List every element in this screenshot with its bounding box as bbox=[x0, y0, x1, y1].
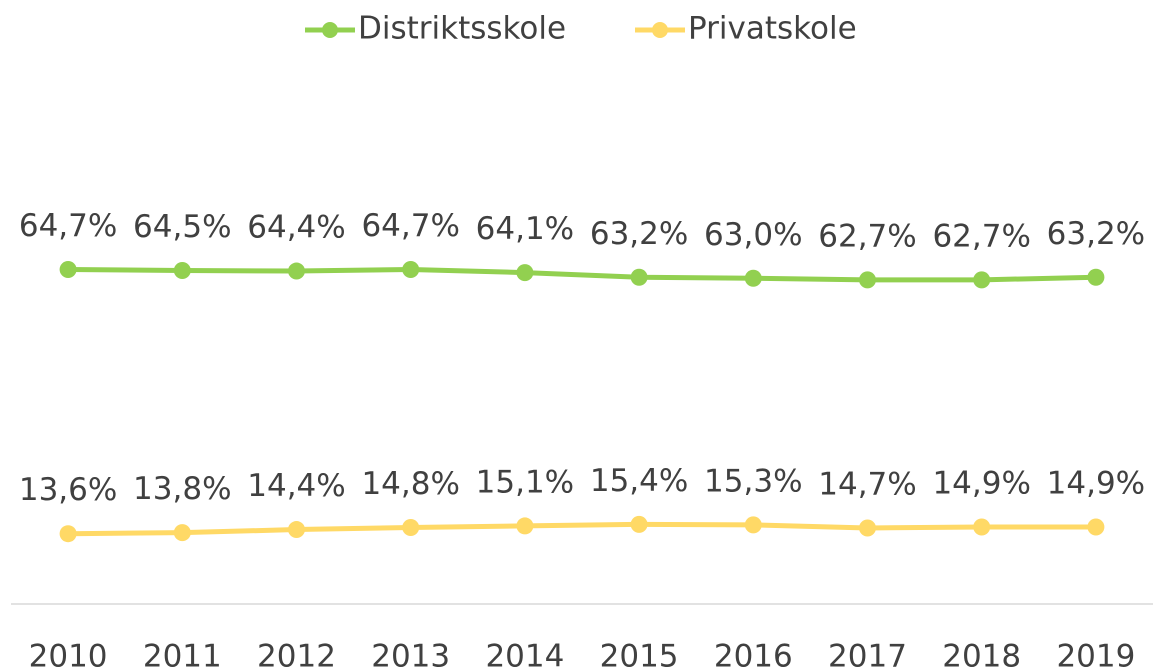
data-point bbox=[859, 271, 876, 289]
data-point bbox=[630, 268, 648, 286]
data-label: 62,7% bbox=[932, 218, 1030, 254]
data-point bbox=[402, 518, 420, 536]
legend-marker bbox=[322, 22, 338, 38]
data-label: 63,2% bbox=[1047, 216, 1145, 252]
legend-marker bbox=[652, 22, 668, 38]
data-label: 14,8% bbox=[361, 466, 459, 502]
data-label: 15,4% bbox=[590, 463, 688, 499]
data-point bbox=[859, 519, 876, 537]
data-point bbox=[1087, 518, 1105, 536]
data-label: 15,3% bbox=[704, 463, 802, 499]
data-point bbox=[973, 271, 991, 289]
data-point bbox=[630, 515, 648, 533]
legend-label: Distriktsskole bbox=[358, 11, 566, 47]
x-tick-label: 2019 bbox=[1056, 639, 1135, 672]
data-label: 14,9% bbox=[1047, 465, 1145, 501]
data-label: 14,4% bbox=[247, 468, 345, 504]
legend-label: Privatskole bbox=[688, 11, 857, 47]
x-tick-label: 2012 bbox=[257, 639, 336, 672]
x-tick-label: 2011 bbox=[143, 639, 222, 672]
series-line bbox=[68, 267, 1096, 283]
data-label: 63,0% bbox=[704, 217, 802, 253]
data-point bbox=[516, 517, 534, 535]
x-tick-label: 2010 bbox=[29, 639, 108, 672]
data-label: 13,6% bbox=[19, 472, 117, 508]
x-tick-label: 2014 bbox=[485, 639, 564, 672]
data-point bbox=[173, 524, 191, 542]
data-label: 64,4% bbox=[247, 210, 345, 246]
data-label: 15,1% bbox=[476, 464, 574, 500]
data-label: 64,1% bbox=[476, 211, 574, 247]
data-label: 14,9% bbox=[932, 465, 1030, 501]
data-point bbox=[1087, 268, 1105, 286]
x-tick-label: 2016 bbox=[714, 639, 793, 672]
x-tick-label: 2018 bbox=[942, 639, 1021, 672]
x-tick-label: 2017 bbox=[828, 639, 907, 672]
data-point bbox=[59, 261, 77, 279]
data-label: 13,8% bbox=[133, 471, 231, 507]
series-line bbox=[68, 521, 1096, 537]
data-point bbox=[288, 262, 305, 280]
data-label: 64,7% bbox=[361, 208, 459, 244]
data-label: 63,2% bbox=[590, 216, 688, 252]
data-point bbox=[973, 518, 991, 536]
data-point bbox=[288, 521, 305, 539]
data-point bbox=[59, 525, 77, 543]
data-point bbox=[516, 264, 534, 282]
data-point bbox=[744, 269, 762, 287]
data-point bbox=[744, 516, 762, 534]
data-label: 62,7% bbox=[818, 218, 916, 254]
x-tick-label: 2015 bbox=[600, 639, 679, 672]
data-point bbox=[173, 262, 191, 280]
data-point bbox=[402, 261, 420, 279]
x-tick-label: 2013 bbox=[371, 639, 450, 672]
data-label: 64,7% bbox=[19, 208, 117, 244]
data-label: 64,5% bbox=[133, 209, 231, 245]
data-label: 14,7% bbox=[818, 467, 916, 503]
